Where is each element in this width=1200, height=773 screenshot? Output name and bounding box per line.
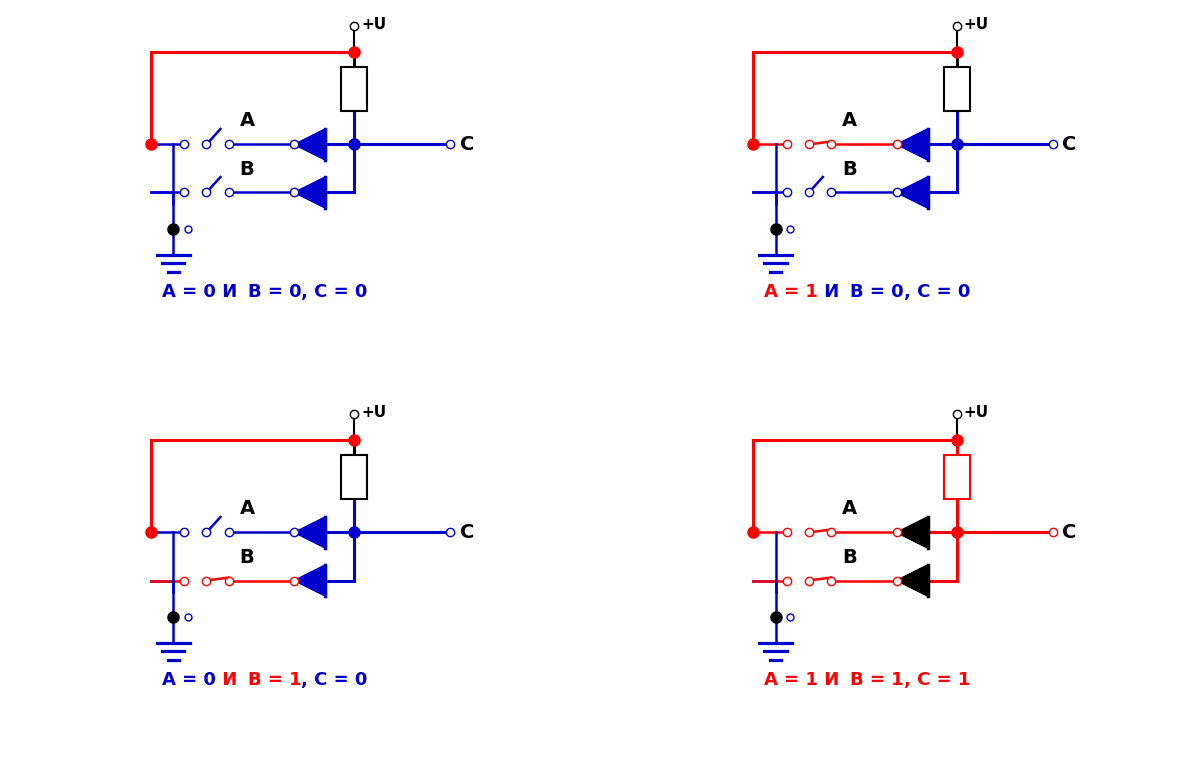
- Text: B = 1: B = 1: [248, 671, 301, 690]
- Text: B = 0: B = 0: [850, 283, 904, 301]
- Polygon shape: [294, 565, 325, 596]
- Text: +U: +U: [361, 17, 386, 32]
- Text: C: C: [1062, 135, 1076, 154]
- Text: , C = 0: , C = 0: [904, 283, 970, 301]
- Bar: [943, 455, 970, 499]
- Text: A = 1: A = 1: [764, 671, 818, 690]
- Text: B: B: [240, 548, 254, 567]
- Polygon shape: [896, 177, 928, 208]
- Text: И: И: [818, 671, 846, 690]
- Text: И: И: [216, 671, 244, 690]
- Polygon shape: [896, 129, 928, 160]
- Text: , C = 1: , C = 1: [904, 671, 970, 690]
- Text: B: B: [842, 548, 857, 567]
- Text: A: A: [842, 499, 857, 518]
- Text: +U: +U: [964, 17, 989, 32]
- Text: И: И: [216, 283, 244, 301]
- Polygon shape: [896, 517, 928, 548]
- Text: A = 0: A = 0: [162, 671, 216, 690]
- Bar: [943, 66, 970, 111]
- Text: B: B: [240, 160, 254, 179]
- Text: B = 0: B = 0: [248, 283, 301, 301]
- Text: A: A: [240, 499, 254, 518]
- Text: A = 0: A = 0: [162, 283, 216, 301]
- Text: C: C: [460, 523, 474, 542]
- Text: И: И: [818, 283, 846, 301]
- Text: A: A: [842, 111, 857, 130]
- Text: A: A: [240, 111, 254, 130]
- Polygon shape: [294, 517, 325, 548]
- Text: , C = 0: , C = 0: [301, 283, 367, 301]
- Polygon shape: [294, 129, 325, 160]
- Text: B: B: [842, 160, 857, 179]
- Text: A = 1: A = 1: [764, 283, 818, 301]
- Text: B = 1: B = 1: [850, 671, 904, 690]
- Text: C: C: [460, 135, 474, 154]
- Text: +U: +U: [964, 405, 989, 420]
- Text: C: C: [1062, 523, 1076, 542]
- Polygon shape: [294, 177, 325, 208]
- Text: +U: +U: [361, 405, 386, 420]
- Polygon shape: [896, 565, 928, 596]
- Text: , C = 0: , C = 0: [301, 671, 367, 690]
- Bar: [341, 66, 367, 111]
- Bar: [341, 455, 367, 499]
